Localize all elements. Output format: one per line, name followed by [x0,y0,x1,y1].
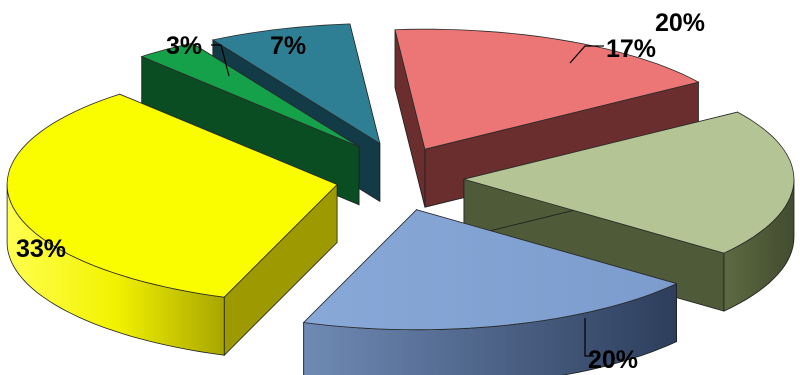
leader-line-0 [584,318,594,357]
leader-line-2 [569,45,604,64]
pie-slice-1 [462,111,795,312]
pie-slice-0-top [302,209,678,331]
data-label-4: 3% [166,32,202,60]
data-label-0: 20% [588,346,638,374]
pie-slice-4-top [140,42,360,148]
pie-slice-0 [302,208,678,375]
pie-slice-4 [140,42,360,206]
pie-slice-2-top [394,28,700,150]
data-label-1: 20% [655,9,705,37]
pie-slice-1-top [462,111,795,254]
pie-slice-5-top [6,93,338,298]
data-label-2: 17% [606,35,656,63]
pie-slice-5 [6,93,338,357]
leader-line-4 [211,44,230,77]
data-label-3: 7% [270,32,306,60]
data-label-5: 33% [16,235,66,263]
pie-slice-3-top [211,23,381,145]
